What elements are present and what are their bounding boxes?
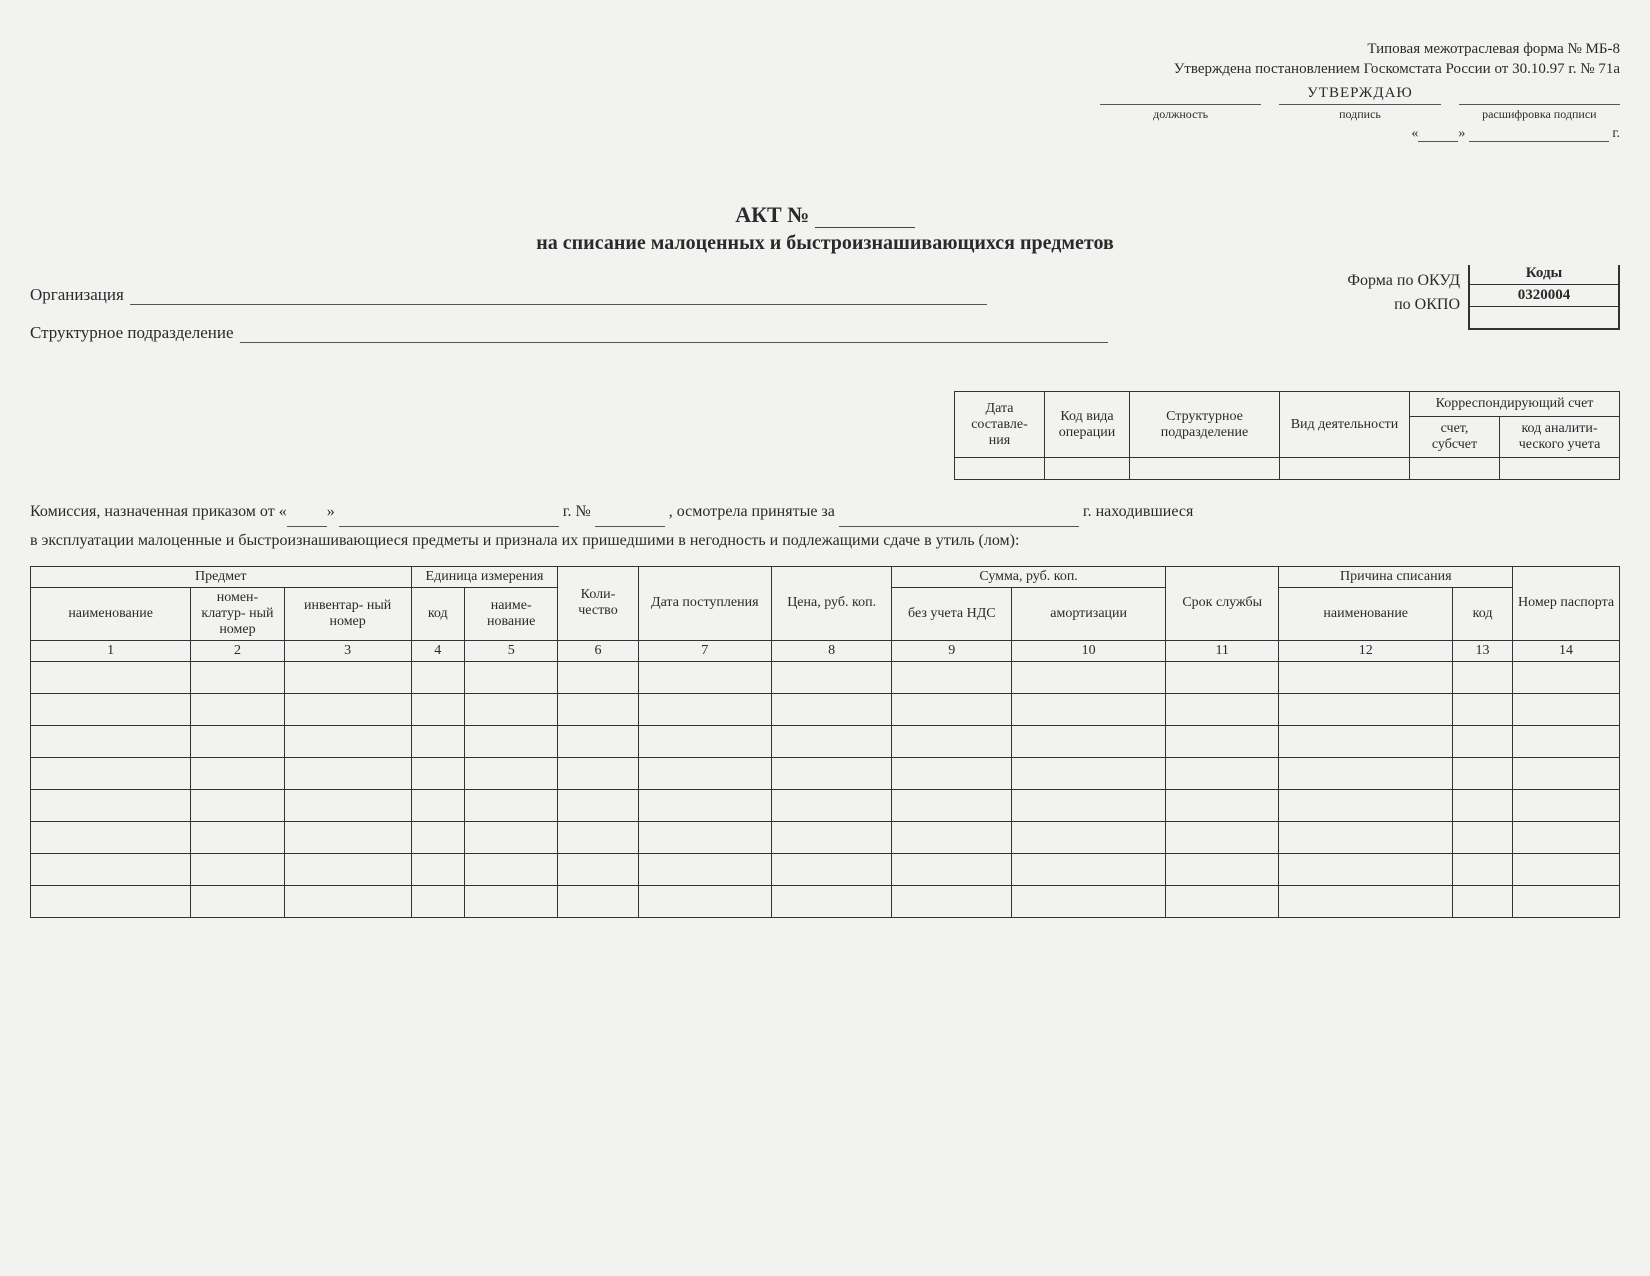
meta-col-activity: Вид деятельности	[1280, 392, 1410, 458]
okpo-label: по ОКПО	[1347, 293, 1460, 317]
meta-col-op: Код вида операции	[1045, 392, 1130, 458]
hdr-reason-code: код	[1453, 587, 1513, 640]
meta-table: Дата составле- ния Код вида операции Стр…	[954, 391, 1620, 480]
hdr-nomen: номен- клатур- ный номер	[191, 587, 284, 640]
col-number: 3	[284, 640, 411, 661]
codes-table: Коды 0320004	[1468, 265, 1620, 330]
title-sub: на списание малоценных и быстроизнашиваю…	[30, 232, 1620, 255]
approval-date: «» г.	[1100, 126, 1620, 142]
form-header: Типовая межотраслевая форма № МБ-8 Утвер…	[30, 40, 1620, 79]
approve-title: УТВЕРЖДАЮ	[1100, 85, 1620, 102]
col-number: 12	[1279, 640, 1453, 661]
commission-text: Комиссия, назначенная приказом от «» г. …	[30, 498, 1620, 556]
sig-decipher: расшифровка подписи	[1459, 104, 1620, 122]
hdr-item-group: Предмет	[31, 566, 412, 587]
table-row[interactable]	[31, 821, 1620, 853]
form-type-line: Типовая межотраслевая форма № МБ-8	[30, 40, 1620, 60]
hdr-unit-code: код	[411, 587, 464, 640]
hdr-passport: Номер паспорта	[1513, 566, 1620, 640]
col-number: 1	[31, 640, 191, 661]
meta-col-analytic: код аналити- ческого учета	[1500, 417, 1620, 458]
organization-input[interactable]	[130, 304, 988, 305]
hdr-reason-name: наименование	[1279, 587, 1453, 640]
hdr-sum-novat: без учета НДС	[892, 587, 1012, 640]
col-number: 11	[1165, 640, 1279, 661]
department-line: Структурное подразделение	[30, 323, 1468, 343]
hdr-reason-group: Причина списания	[1279, 566, 1513, 587]
table-row[interactable]	[31, 725, 1620, 757]
organization-line: Организация	[30, 285, 1347, 305]
table-row[interactable]	[31, 789, 1620, 821]
sig-signature: подпись	[1279, 104, 1440, 122]
hdr-inv: инвентар- ный номер	[284, 587, 411, 640]
table-row[interactable]	[31, 693, 1620, 725]
col-number: 6	[558, 640, 638, 661]
hdr-service-life: Срок службы	[1165, 566, 1279, 640]
hdr-qty: Коли- чество	[558, 566, 638, 640]
okpo-value[interactable]	[1469, 307, 1619, 329]
hdr-sum-group: Сумма, руб. коп.	[892, 566, 1166, 587]
codes-header: Коды	[1469, 265, 1619, 285]
sig-position: должность	[1100, 104, 1261, 122]
col-number: 14	[1513, 640, 1620, 661]
hdr-date-in: Дата поступления	[638, 566, 772, 640]
department-input[interactable]	[240, 342, 1108, 343]
table-row[interactable]	[31, 661, 1620, 693]
col-number: 5	[464, 640, 557, 661]
meta-row[interactable]	[955, 458, 1620, 480]
codes-labels: Форма по ОКУД по ОКПО	[1347, 269, 1460, 317]
document-title: АКТ № на списание малоценных и быстроизн…	[30, 202, 1620, 255]
col-number: 7	[638, 640, 772, 661]
meta-col-dept: Структурное подразделение	[1130, 392, 1280, 458]
main-table: Предмет Единица измерения Коли- чество Д…	[30, 566, 1620, 918]
approval-block: УТВЕРЖДАЮ должность подпись расшифровка …	[1100, 85, 1620, 142]
hdr-sum-amort: амортизации	[1012, 587, 1166, 640]
title-main: АКТ №	[735, 202, 809, 227]
meta-col-account: счет, субсчет	[1410, 417, 1500, 458]
table-row[interactable]	[31, 853, 1620, 885]
hdr-price: Цена, руб. коп.	[772, 566, 892, 640]
meta-col-date: Дата составле- ния	[955, 392, 1045, 458]
hdr-unit-group: Единица измерения	[411, 566, 558, 587]
col-number: 2	[191, 640, 284, 661]
col-number: 4	[411, 640, 464, 661]
col-number: 10	[1012, 640, 1166, 661]
hdr-unit-name: наиме- нование	[464, 587, 557, 640]
okud-label: Форма по ОКУД	[1347, 269, 1460, 293]
okud-value: 0320004	[1469, 285, 1619, 307]
table-row[interactable]	[31, 757, 1620, 789]
column-number-row: 1234567891011121314	[31, 640, 1620, 661]
col-number: 9	[892, 640, 1012, 661]
col-number: 8	[772, 640, 892, 661]
hdr-name: наименование	[31, 587, 191, 640]
table-row[interactable]	[31, 885, 1620, 917]
meta-col-corr: Корреспондирующий счет	[1410, 392, 1620, 417]
act-number-blank[interactable]	[815, 227, 915, 228]
approved-by-line: Утверждена постановлением Госкомстата Ро…	[30, 60, 1620, 80]
col-number: 13	[1453, 640, 1513, 661]
